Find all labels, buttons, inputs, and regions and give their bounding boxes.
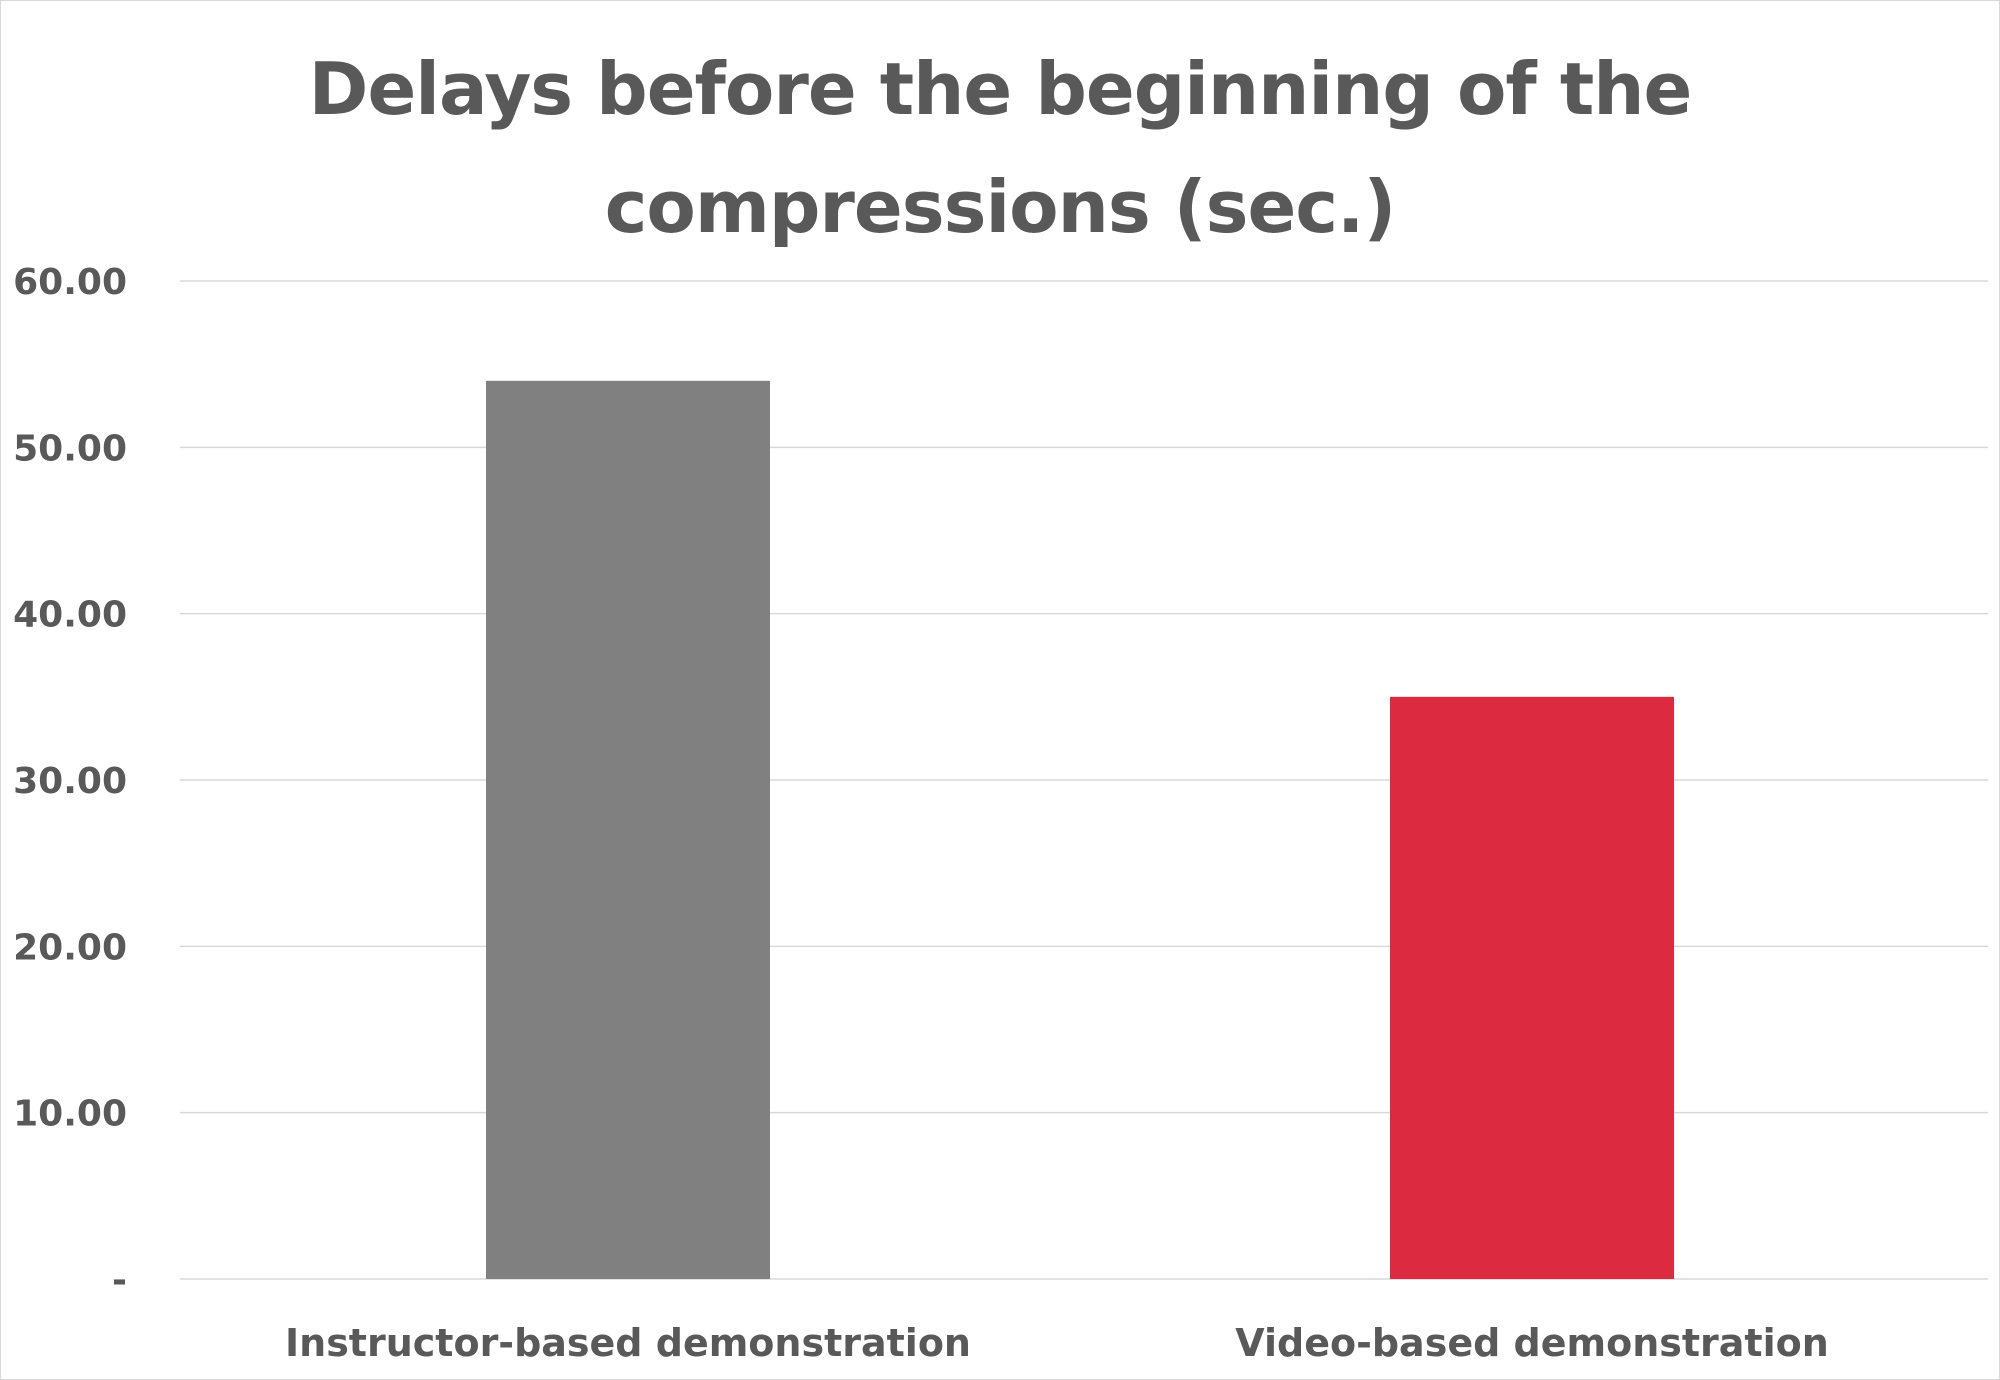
y-axis: - 10.00 20.00 30.00 40.00 50.00 60.00 — [13, 262, 127, 1301]
gridlines — [180, 280, 1988, 1280]
chart-title-line-1: Delays before the beginning of the — [308, 47, 1693, 131]
bars — [486, 380, 1674, 1279]
x-tick-label: Video-based demonstration — [1235, 1321, 1829, 1365]
x-axis: Instructor-based demonstration Video-base… — [285, 1321, 1829, 1365]
x-tick-label: Instructor-based demonstration — [285, 1321, 971, 1365]
y-tick-label: 30.00 — [13, 761, 127, 802]
chart-title-line-2: compressions (sec.) — [604, 165, 1397, 249]
y-tick-label: 20.00 — [13, 927, 127, 968]
chart-title: Delays before the beginning of the compr… — [0, 30, 2000, 266]
y-tick-label: 50.00 — [13, 428, 127, 469]
bar — [1390, 696, 1674, 1279]
y-tick-label: 40.00 — [13, 595, 127, 636]
bar — [486, 380, 770, 1279]
y-tick-label: - — [112, 1260, 127, 1301]
y-tick-label: 60.00 — [13, 262, 127, 303]
y-tick-label: 10.00 — [13, 1094, 127, 1135]
